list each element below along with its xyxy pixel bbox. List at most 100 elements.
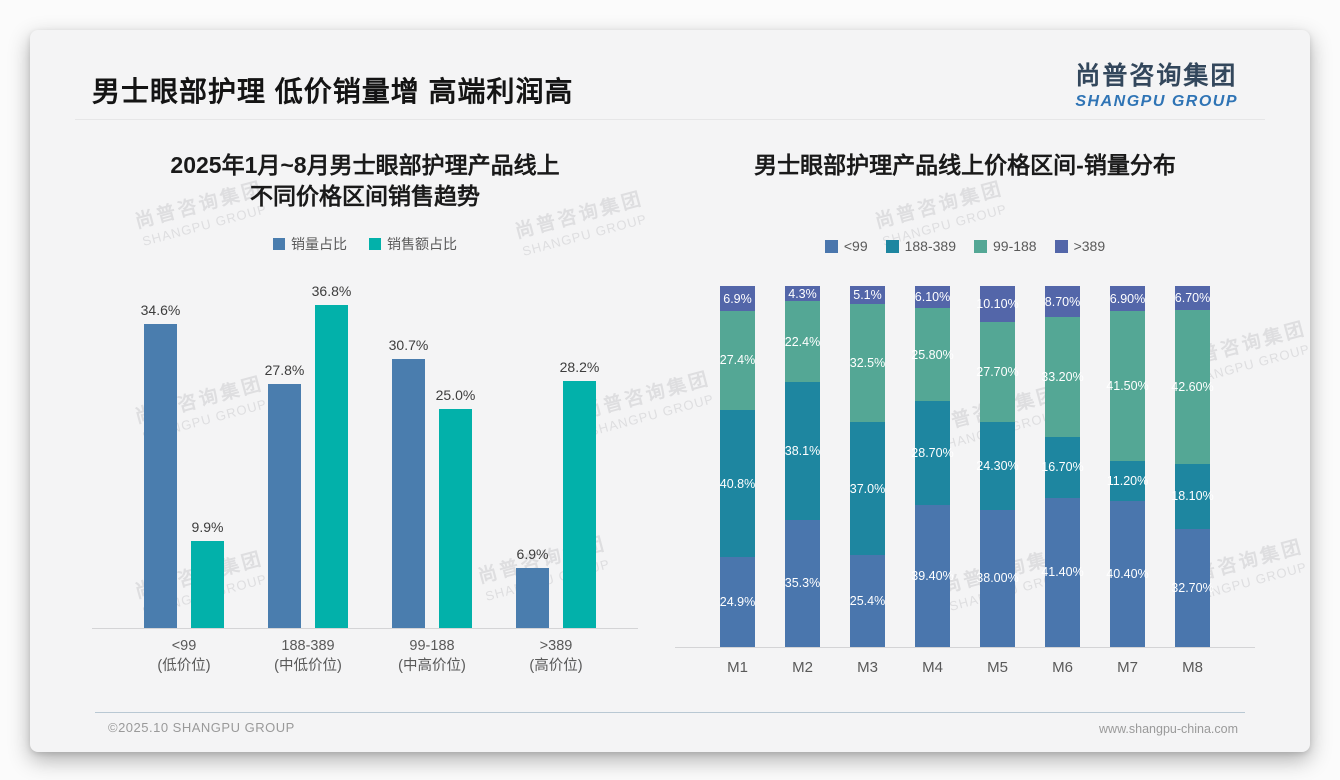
legend-swatch bbox=[273, 238, 285, 251]
stacked-segment: 33.20% bbox=[1041, 317, 1084, 438]
legend-item: >389 bbox=[1054, 238, 1106, 255]
stacked-segment: 6.9% bbox=[720, 286, 755, 311]
legend-label: 销量占比 bbox=[291, 236, 347, 253]
segment-value-label: 27.4% bbox=[719, 353, 756, 368]
legend-label: 99-188 bbox=[993, 238, 1037, 255]
stacked-bar: 6.10% 25.80% 28.70% 39.40% bbox=[911, 286, 954, 648]
footer-copyright: ©2025.10 SHANGPU GROUP bbox=[108, 720, 295, 735]
x-tick-note: (中低价位) bbox=[274, 657, 342, 674]
stacked-segment: 25.80% bbox=[911, 308, 954, 402]
stacked-segment: 11.20% bbox=[1107, 460, 1148, 502]
left-chart-title-line1: 2025年1月~8月男士眼部护理产品线上 bbox=[170, 152, 560, 178]
bar: 34.6% bbox=[141, 302, 180, 629]
legend-swatch bbox=[824, 239, 838, 253]
segment-value-label: 25.80% bbox=[911, 347, 954, 362]
segment-value-label: 4.3% bbox=[788, 286, 817, 301]
left-chart-title: 2025年1月~8月男士眼部护理产品线上 不同价格区间销售趋势 bbox=[92, 150, 638, 212]
bar-value-label: 28.2% bbox=[559, 358, 600, 375]
right-chart-title: 男士眼部护理产品线上价格区间-销量分布 bbox=[754, 152, 1176, 178]
stacked-segment: 38.1% bbox=[785, 382, 820, 520]
stacked-bar: 6.70% 42.60% 18.10% 32.70% bbox=[1171, 285, 1214, 648]
segment-value-label: 32.5% bbox=[849, 356, 886, 371]
x-tick-label: <99 (低价位) bbox=[124, 637, 244, 676]
x-tick-label: 188-389 (中低价位) bbox=[248, 637, 368, 676]
right-chart-xaxis: M1 M2 M3 M4 M5 M6 M7 M8 bbox=[675, 658, 1255, 678]
stacked-segment: 4.3% bbox=[785, 285, 820, 302]
legend-swatch bbox=[974, 239, 987, 253]
segment-value-label: 16.70% bbox=[1041, 460, 1084, 475]
x-tick-label: M7 bbox=[1117, 659, 1138, 677]
legend-item: 99-188 bbox=[974, 238, 1037, 254]
legend-swatch bbox=[1054, 239, 1068, 253]
segment-value-label: 42.60% bbox=[1171, 379, 1214, 394]
stacked-bar: 8.70% 33.20% 16.70% 41.40% bbox=[1041, 285, 1084, 648]
x-tick-label: M3 bbox=[857, 659, 878, 677]
legend-label: <99 bbox=[843, 238, 868, 255]
segment-value-label: 41.40% bbox=[1041, 565, 1084, 580]
stacked-bar: 6.90% 41.50% 11.20% 40.40% bbox=[1106, 286, 1149, 648]
x-tick-label: >389 (高价位) bbox=[496, 637, 616, 676]
stacked-segment: 32.70% bbox=[1171, 529, 1214, 648]
x-tick-label: M2 bbox=[792, 659, 813, 677]
segment-value-label: 5.1% bbox=[853, 288, 882, 303]
x-tick-note: (高价位) bbox=[529, 657, 583, 674]
stacked-segment: 35.3% bbox=[785, 519, 820, 648]
x-tick-range: <99 bbox=[171, 638, 197, 655]
segment-value-label: 6.9% bbox=[723, 291, 752, 306]
x-tick-label: M6 bbox=[1052, 659, 1073, 677]
segment-value-label: 8.70% bbox=[1044, 294, 1081, 309]
segment-value-label: 22.4% bbox=[784, 334, 821, 349]
stacked-segment: 25.4% bbox=[849, 555, 886, 648]
footer-divider bbox=[95, 712, 1245, 713]
stacked-segment: 6.90% bbox=[1109, 286, 1146, 312]
stacked-segment: 41.40% bbox=[1041, 497, 1084, 648]
segment-value-label: 32.70% bbox=[1171, 581, 1214, 596]
bar: 28.2% bbox=[560, 359, 599, 629]
legend-label: >389 bbox=[1073, 238, 1106, 255]
page-title: 男士眼部护理 低价销量增 高端利润高 bbox=[92, 76, 574, 107]
bar: 27.8% bbox=[265, 362, 304, 629]
right-chart-plot: 6.9% 27.4% 40.8% 24.9% 4.3% 22.4% 38.1% 35.3% 5.… bbox=[675, 285, 1255, 649]
bar-group: 30.7% 25.0% bbox=[389, 337, 475, 629]
segment-value-label: 40.8% bbox=[719, 476, 756, 491]
x-tick-label: M5 bbox=[987, 659, 1008, 677]
segment-value-label: 27.70% bbox=[976, 365, 1019, 380]
x-tick-label: M8 bbox=[1182, 659, 1203, 677]
segment-value-label: 6.70% bbox=[1174, 290, 1211, 305]
bar-value-label: 6.9% bbox=[516, 545, 549, 562]
segment-value-label: 6.10% bbox=[914, 290, 951, 305]
stacked-segment: 6.10% bbox=[914, 286, 951, 309]
logo: 尚普咨询集团 SHANGPU GROUP bbox=[1075, 56, 1238, 111]
stacked-segment: 5.1% bbox=[850, 286, 885, 305]
segment-value-label: 6.90% bbox=[1109, 291, 1146, 306]
stacked-segment: 40.40% bbox=[1106, 501, 1149, 648]
legend-item: <99 bbox=[824, 238, 868, 255]
x-tick-note: (低价位) bbox=[157, 657, 211, 674]
bar: 25.0% bbox=[436, 387, 475, 629]
bar-group: 27.8% 36.8% bbox=[265, 283, 351, 629]
left-chart-xaxis: <99 (低价位) 188-389 (中低价位) 99-188 (中高价位) >389 (高价… bbox=[92, 637, 638, 676]
stacked-segment: 38.00% bbox=[976, 509, 1019, 648]
stacked-segment: 24.30% bbox=[976, 422, 1019, 510]
bar-value-label: 27.8% bbox=[264, 362, 305, 378]
bar-value-label: 9.9% bbox=[191, 519, 224, 536]
stacked-segment: 32.5% bbox=[849, 304, 886, 422]
bar: 9.9% bbox=[191, 519, 224, 629]
bar: 30.7% bbox=[389, 337, 428, 629]
logo-text-en: SHANGPU GROUP bbox=[1075, 93, 1238, 110]
x-tick-label: M1 bbox=[727, 659, 748, 677]
left-chart-legend: 销量占比 销售额占比 bbox=[92, 236, 638, 252]
stacked-segment: 40.8% bbox=[719, 409, 756, 558]
segment-value-label: 33.20% bbox=[1041, 370, 1084, 385]
stacked-segment: 16.70% bbox=[1041, 437, 1084, 498]
stacked-bar: 4.3% 22.4% 38.1% 35.3% bbox=[784, 285, 821, 648]
bar-value-label: 30.7% bbox=[388, 336, 429, 353]
left-chart-plot: 34.6% 9.9% 27.8% 36.8% 30.7% 25.0% 6.9% 28.2% bbox=[92, 277, 638, 630]
segment-value-label: 37.0% bbox=[849, 481, 886, 496]
x-tick-note: (中高价位) bbox=[398, 657, 466, 674]
segment-value-label: 25.4% bbox=[849, 594, 886, 609]
left-chart-title-line2: 不同价格区间销售趋势 bbox=[250, 183, 480, 210]
x-tick-label: M4 bbox=[922, 659, 943, 677]
x-tick-range: >389 bbox=[539, 638, 573, 655]
x-tick-range: 188-389 bbox=[281, 638, 335, 655]
